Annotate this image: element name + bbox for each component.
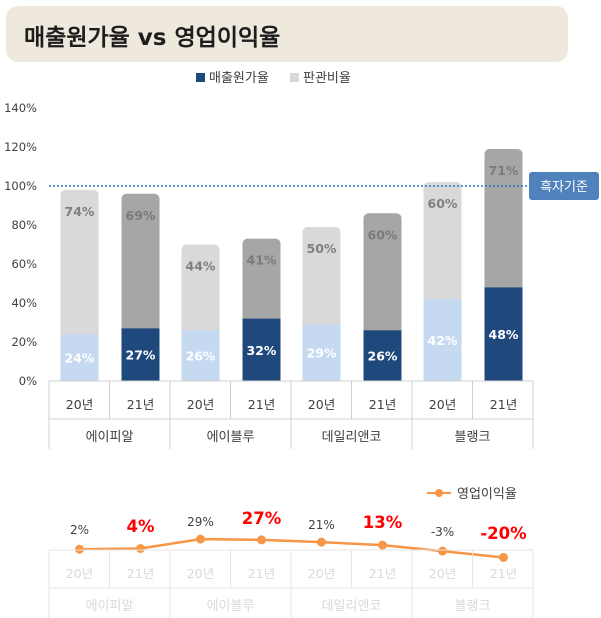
bar-axis-year-label: 21년	[490, 397, 517, 412]
line-axis-year-label: 21년	[248, 566, 275, 581]
line-legend-marker	[435, 489, 443, 497]
bar-cost	[181, 330, 220, 381]
bar-label-cost: 32%	[247, 343, 277, 358]
profit-point	[378, 540, 387, 550]
bar-cost	[484, 287, 523, 381]
bar-label-cost: 26%	[186, 349, 216, 364]
line-axis-company-label: 블랭크	[455, 599, 491, 614]
line-axis-year-label: 20년	[429, 566, 456, 581]
bar-label-sga: 50%	[307, 241, 337, 256]
bar-sga	[60, 189, 99, 341]
legend-swatch-0	[196, 73, 205, 82]
line-axis-company-label: 데일리앤코	[322, 599, 382, 614]
line-axis-year-label: 20년	[66, 566, 93, 581]
bar-axis-company-label: 에이블루	[207, 430, 255, 445]
y-tick-label: 20%	[11, 335, 37, 349]
bar-cost	[363, 330, 402, 381]
profit-label: -3%	[431, 525, 454, 539]
bar-axis-company-label: 블랭크	[455, 430, 491, 445]
bar-cost	[302, 324, 341, 381]
y-tick-label: 0%	[19, 374, 37, 388]
y-tick-label: 40%	[11, 296, 37, 310]
profit-point	[499, 553, 508, 562]
bar-axis-year-label: 20년	[429, 397, 456, 412]
bar-label-cost: 26%	[368, 349, 398, 364]
y-axis: 0% 20% 40% 60% 80% 100% 120% 140%	[4, 101, 37, 388]
profit-label: 2%	[70, 523, 89, 537]
reference-badge	[529, 172, 599, 200]
y-tick-label: 120%	[4, 140, 37, 154]
page-title: 매출원가율 vs 영업이익율	[24, 25, 281, 51]
bar-sga	[121, 193, 160, 335]
bar-cost	[121, 328, 160, 381]
reference-line: 흑자기준	[49, 172, 599, 200]
bar-sga	[181, 244, 220, 337]
bar-sga	[302, 226, 341, 331]
bar-label-cost: 29%	[307, 346, 337, 361]
bar-label-sga: 60%	[368, 227, 398, 242]
bar-label-cost: 42%	[428, 333, 458, 348]
line-chart: 영업이익율 2% 4% 29% 27% 21% 13% -3% -20%	[70, 487, 527, 562]
y-tick-label: 100%	[4, 179, 37, 193]
bar-sga	[423, 182, 462, 306]
legend-swatch-1	[290, 73, 299, 82]
bar-axis-year-label: 20년	[187, 397, 214, 412]
profit-label: 27%	[242, 509, 282, 528]
bar-axis-year-label: 21년	[248, 397, 275, 412]
bar-label-sga: 41%	[247, 253, 277, 268]
line-axis-year-label: 21년	[490, 566, 517, 581]
profit-point	[438, 546, 447, 556]
line-axis-year-label: 21년	[369, 566, 396, 581]
legend-label-1: 판관비율	[303, 71, 351, 86]
line-legend-label: 영업이익율	[457, 487, 517, 502]
line-axis-year-label: 21년	[127, 566, 154, 581]
line-axis-year-label: 20년	[187, 566, 214, 581]
bar-axis-company-label: 데일리앤코	[322, 430, 382, 445]
bar-axis-year-label: 20년	[308, 397, 335, 412]
bar-sga	[242, 238, 281, 325]
stacked-bars: 74% 24% 69% 27% 44% 26% 41% 32% 50% 29% 60% 26% 60% 4…	[60, 148, 523, 381]
bar-label-sga: 74%	[65, 204, 95, 219]
profit-point	[196, 534, 205, 544]
line-axis-company-label: 에이피알	[86, 599, 134, 614]
y-tick-label: 140%	[4, 101, 37, 115]
profit-point	[317, 537, 326, 547]
line-axis-company-label: 에이블루	[207, 599, 255, 614]
bar-label-cost: 24%	[65, 351, 95, 366]
bar-cost	[60, 334, 99, 381]
bar-axis-year-label: 20년	[66, 397, 93, 412]
line-axis-year-label: 20년	[308, 566, 335, 581]
bar-cost	[423, 299, 462, 381]
profit-label: 29%	[187, 515, 214, 529]
bar-label-sga: 60%	[428, 196, 458, 211]
profit-label: 4%	[126, 517, 154, 536]
top-legend: 매출원가율 판관비율	[196, 71, 351, 86]
profit-point	[75, 544, 84, 554]
profit-label: -20%	[480, 524, 527, 543]
bar-label-cost: 48%	[489, 327, 519, 342]
bar-cost	[242, 318, 281, 381]
bar-label-cost: 27%	[126, 348, 156, 363]
legend-label-0: 매출원가율	[209, 71, 269, 86]
y-tick-label: 60%	[11, 257, 37, 271]
bar-label-sga: 71%	[489, 163, 519, 178]
profit-point	[257, 535, 266, 545]
bar-label-sga: 69%	[126, 208, 156, 223]
bar-sga	[363, 213, 402, 337]
profit-label: 13%	[363, 513, 403, 532]
profit-point	[136, 544, 145, 553]
bar-label-sga: 44%	[186, 259, 216, 274]
y-tick-label: 80%	[11, 218, 37, 232]
reference-label: 흑자기준	[540, 180, 588, 195]
bar-sga	[484, 148, 523, 294]
bar-axis-year-label: 21년	[369, 397, 396, 412]
title-banner: 매출원가율 vs 영업이익율	[6, 6, 568, 62]
profit-label: 21%	[308, 518, 335, 532]
bar-axis-company-label: 에이피알	[86, 430, 134, 445]
bar-axis-year-label: 21년	[127, 397, 154, 412]
